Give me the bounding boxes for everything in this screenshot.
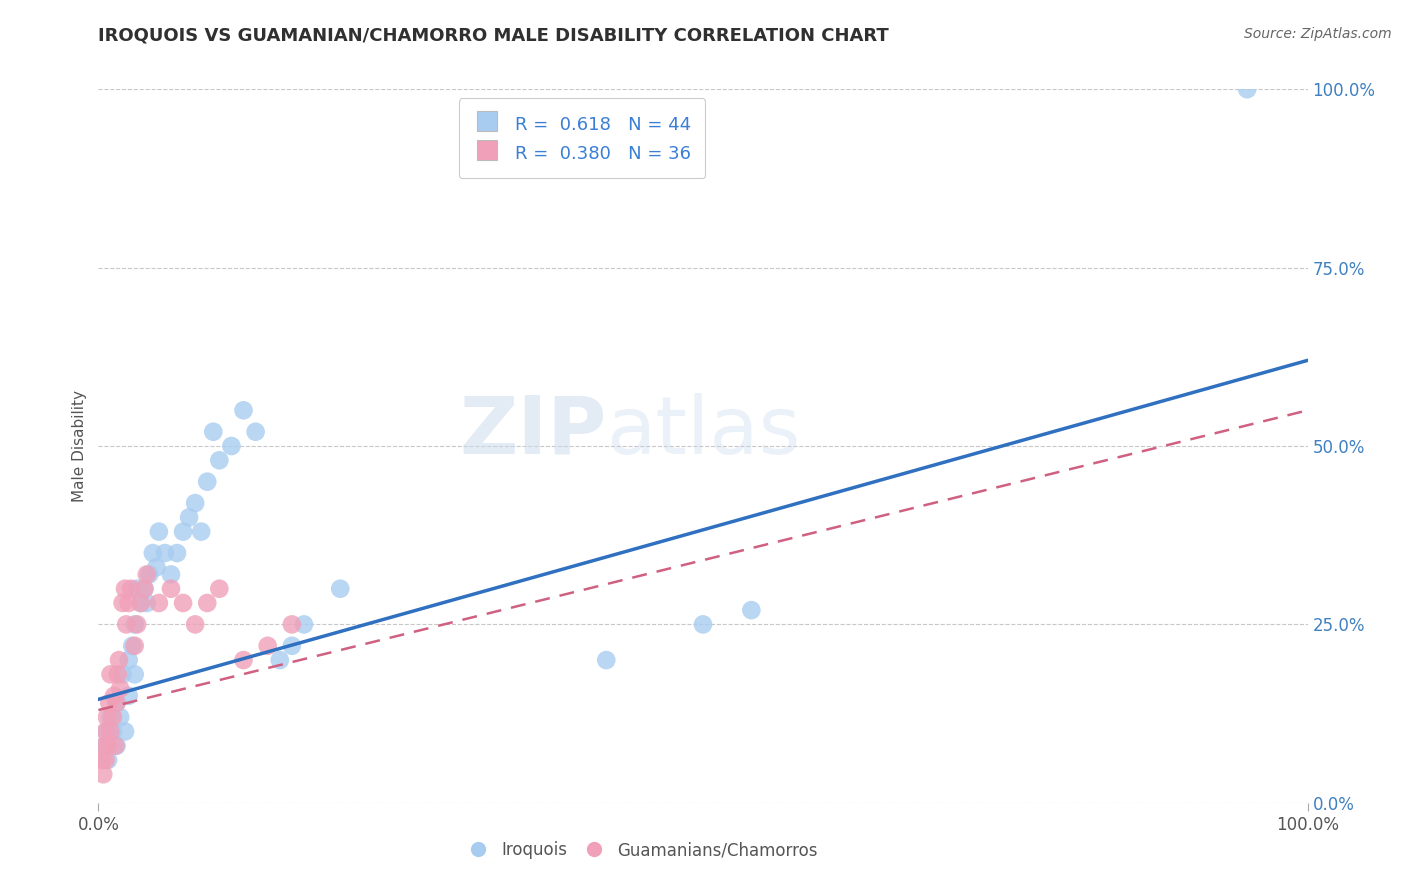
Point <box>96 724 118 739</box>
Point <box>124 617 146 632</box>
Point <box>111 596 134 610</box>
Point <box>740 603 762 617</box>
Point <box>292 617 315 632</box>
Point <box>135 596 157 610</box>
Point <box>91 767 114 781</box>
Text: Source: ZipAtlas.com: Source: ZipAtlas.com <box>1244 27 1392 41</box>
Point <box>114 724 136 739</box>
Point <box>208 453 231 467</box>
Point <box>93 739 115 753</box>
Point <box>184 617 207 632</box>
Point <box>256 639 278 653</box>
Point <box>129 596 152 610</box>
Y-axis label: Male Disability: Male Disability <box>72 390 87 502</box>
Point <box>118 596 141 610</box>
Point <box>103 689 125 703</box>
Point <box>160 567 183 582</box>
Point <box>129 596 152 610</box>
Point <box>195 596 218 610</box>
Point <box>121 639 143 653</box>
Point <box>111 667 134 681</box>
Point <box>101 710 124 724</box>
Point <box>281 617 304 632</box>
Point <box>221 439 243 453</box>
Point <box>160 582 183 596</box>
Point <box>124 667 146 681</box>
Point <box>172 596 194 610</box>
Legend: Iroquois, Guamanians/Chamorros: Iroquois, Guamanians/Chamorros <box>461 835 824 866</box>
Point <box>101 724 124 739</box>
Point <box>93 739 115 753</box>
Point <box>202 425 225 439</box>
Point <box>172 524 194 539</box>
Text: ZIP: ZIP <box>458 392 606 471</box>
Point <box>127 617 149 632</box>
Point <box>190 524 212 539</box>
Point <box>153 546 176 560</box>
Point <box>108 710 131 724</box>
Text: atlas: atlas <box>606 392 800 471</box>
Point <box>184 496 207 510</box>
Point <box>91 753 114 767</box>
Point <box>148 596 170 610</box>
Point <box>105 696 128 710</box>
Point <box>232 403 254 417</box>
Point <box>100 667 122 681</box>
Point <box>595 653 617 667</box>
Point <box>142 546 165 560</box>
Point <box>148 524 170 539</box>
Point <box>94 753 117 767</box>
Point <box>195 475 218 489</box>
Point <box>115 617 138 632</box>
Point <box>107 667 129 681</box>
Point <box>166 546 188 560</box>
Point <box>118 689 141 703</box>
Text: IROQUOIS VS GUAMANIAN/CHAMORRO MALE DISABILITY CORRELATION CHART: IROQUOIS VS GUAMANIAN/CHAMORRO MALE DISA… <box>98 27 889 45</box>
Point <box>105 739 128 753</box>
Point <box>97 753 120 767</box>
Point <box>100 710 122 724</box>
Point <box>97 739 120 753</box>
Point <box>245 425 267 439</box>
Point <box>145 560 167 574</box>
Point <box>179 510 201 524</box>
Point <box>692 617 714 632</box>
Point <box>208 582 231 596</box>
Point <box>120 582 142 596</box>
Point <box>135 567 157 582</box>
Point <box>127 582 149 596</box>
Point <box>269 653 291 667</box>
Point <box>281 639 304 653</box>
Point <box>114 582 136 596</box>
Point <box>138 567 160 582</box>
Point <box>232 653 254 667</box>
Point <box>100 724 122 739</box>
Point <box>108 681 131 696</box>
Point <box>105 696 128 710</box>
Point <box>98 696 121 710</box>
Point <box>134 582 156 596</box>
Point <box>124 639 146 653</box>
Point <box>329 582 352 596</box>
Point <box>1236 82 1258 96</box>
Point <box>94 724 117 739</box>
Point <box>118 653 141 667</box>
Point <box>104 739 127 753</box>
Point <box>108 653 131 667</box>
Point <box>134 582 156 596</box>
Point <box>96 710 118 724</box>
